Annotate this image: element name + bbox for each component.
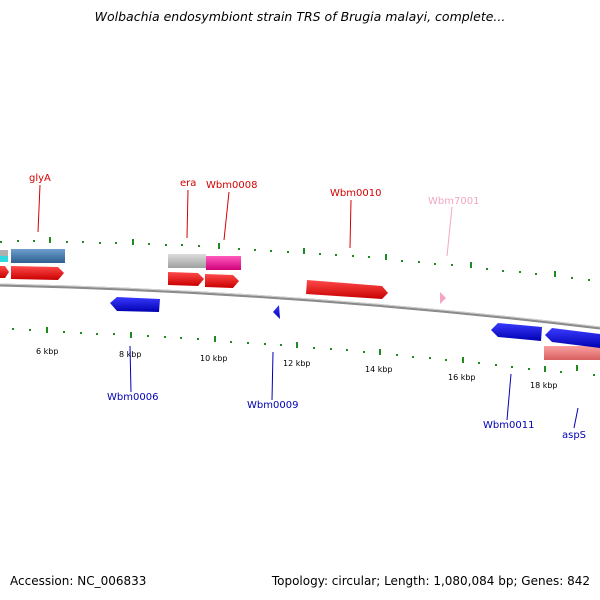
scale-label-12kbp: 12 kbp (283, 359, 311, 368)
forward-genes[interactable] (0, 266, 446, 304)
reverse-genes[interactable] (110, 297, 600, 348)
gene-arrow-era (168, 272, 204, 286)
gene-label-wbm7001[interactable]: Wbm7001 (428, 196, 479, 207)
feature-bar-glyA (11, 249, 65, 263)
gene-label-wbm0011[interactable]: Wbm0011 (483, 420, 534, 431)
scale-label-18kbp: 18 kbp (530, 381, 558, 390)
scale-label-16kbp: 16 kbp (448, 373, 476, 382)
lower-tick-marks (12, 327, 595, 376)
gene-arrow-wbm0006 (110, 297, 160, 312)
gene-label-era[interactable]: era (180, 178, 196, 189)
gene-label-wbm0009[interactable]: Wbm0009 (247, 400, 298, 411)
upper-tick-marks (0, 237, 590, 281)
scale-label-10kbp: 10 kbp (200, 354, 228, 363)
reverse-leader-lines (129, 345, 579, 429)
feature-bar-gray-left (0, 250, 8, 256)
feature-bar-asps (544, 346, 600, 360)
gene-arrow-wbm0009 (273, 305, 280, 319)
gene-label-wbm0006[interactable]: Wbm0006 (107, 392, 158, 403)
gene-arrow-forward-left (0, 266, 9, 278)
gene-arrow-asps (545, 328, 600, 348)
scale-labels: 6 kbp 8 kbp 10 kbp 12 kbp 14 kbp 16 kbp … (36, 347, 558, 390)
gene-label-wbm0010[interactable]: Wbm0010 (330, 188, 381, 199)
gene-arrow-wbm0008 (205, 274, 239, 288)
gene-arrow-glyA (11, 266, 64, 280)
gene-label-asps[interactable]: aspS (562, 430, 586, 441)
scale-label-14kbp: 14 kbp (365, 365, 393, 374)
genome-summary: Topology: circular; Length: 1,080,084 bp… (271, 574, 590, 588)
gene-arrow-wbm0011 (491, 323, 542, 341)
gene-arrow-wbm0010 (306, 280, 388, 299)
feature-bar-era (168, 254, 206, 268)
forward-leader-lines (37, 184, 352, 249)
gene-arrow-wbm7001 (440, 292, 446, 304)
gene-label-glyA[interactable]: glyA (29, 173, 51, 184)
feature-bar-cyan-left (0, 256, 8, 262)
genome-backbone (0, 283, 600, 330)
map-title: Wolbachia endosymbiont strain TRS of Bru… (94, 9, 506, 24)
accession-label: Accession: NC_006833 (10, 574, 147, 588)
feature-track-outer[interactable] (0, 249, 600, 360)
scale-label-6kbp: 6 kbp (36, 347, 58, 356)
feature-bar-wbm0008 (206, 256, 241, 270)
leader-line-wbm7001 (446, 206, 453, 257)
gene-label-wbm0008[interactable]: Wbm0008 (206, 180, 257, 191)
